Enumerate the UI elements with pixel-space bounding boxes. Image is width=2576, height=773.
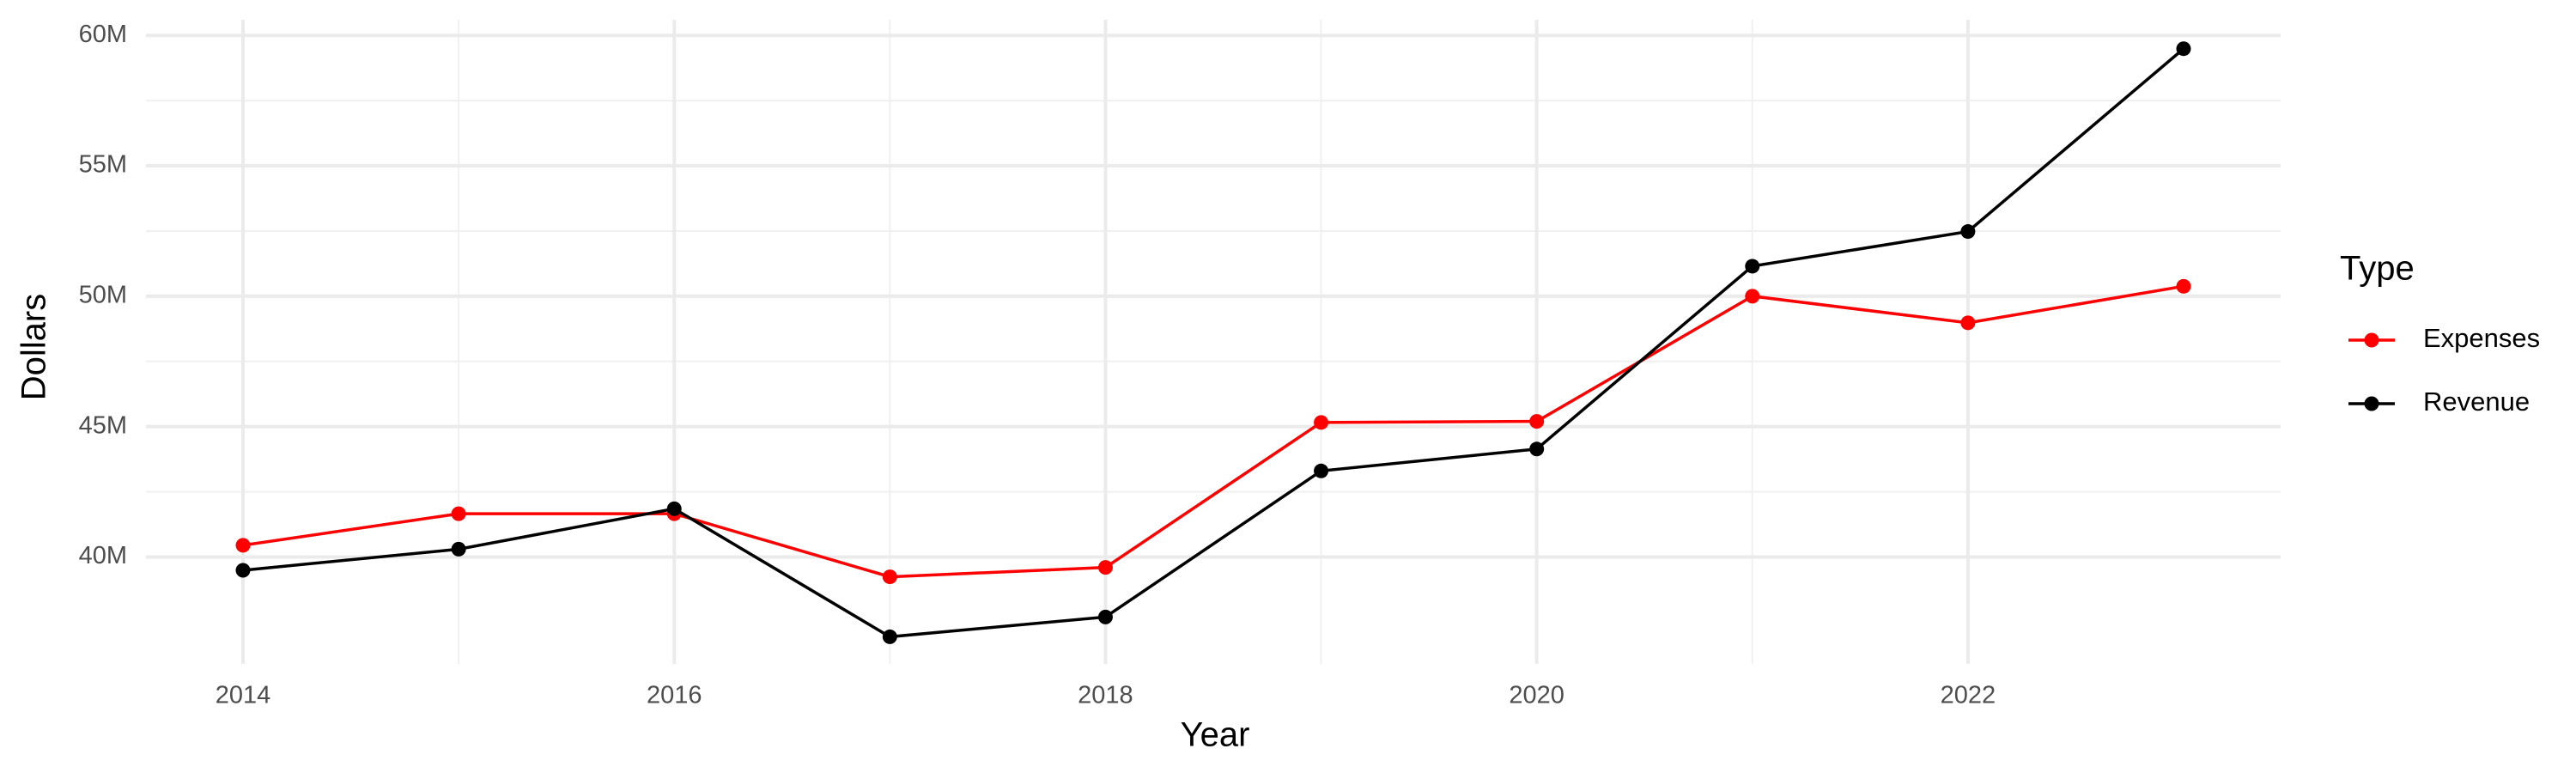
data-point — [235, 563, 251, 578]
data-point — [1314, 463, 1329, 478]
data-point — [882, 629, 897, 644]
legend-key-point — [2364, 332, 2379, 348]
data-point — [2176, 41, 2191, 57]
data-point — [1960, 315, 1976, 331]
x-tick-label: 2022 — [1941, 682, 1996, 709]
data-point — [1529, 441, 1545, 457]
data-point — [1314, 415, 1329, 430]
y-tick-label: 45M — [79, 411, 127, 439]
data-point — [1097, 609, 1113, 624]
legend-label: Expenses — [2423, 323, 2540, 353]
legend-key-point — [2364, 396, 2379, 411]
data-point — [1960, 224, 1976, 240]
data-point — [1745, 259, 1760, 274]
data-point — [235, 538, 251, 553]
data-point — [1529, 414, 1545, 429]
data-point — [2176, 278, 2191, 294]
series-line — [242, 284, 2184, 579]
series-line — [242, 47, 2185, 639]
x-tick-label: 2016 — [647, 682, 702, 709]
legend-label: Revenue — [2423, 386, 2530, 417]
data-point — [1097, 560, 1113, 575]
data-point — [451, 506, 466, 521]
y-tick-label: 40M — [79, 542, 127, 569]
data-point — [451, 541, 466, 557]
x-tick-label: 2014 — [216, 682, 271, 709]
data-point — [882, 569, 897, 585]
x-tick-label: 2020 — [1509, 682, 1564, 709]
y-tick-label: 60M — [79, 21, 127, 48]
y-tick-label: 50M — [79, 282, 127, 309]
legend-title: Type — [2340, 250, 2415, 288]
x-tick-label: 2018 — [1078, 682, 1133, 709]
x-axis-title: Year — [1181, 716, 1250, 754]
y-tick-label: 55M — [79, 151, 127, 179]
y-axis-title: Dollars — [15, 294, 53, 400]
data-point — [666, 501, 682, 516]
data-point — [1745, 289, 1760, 304]
